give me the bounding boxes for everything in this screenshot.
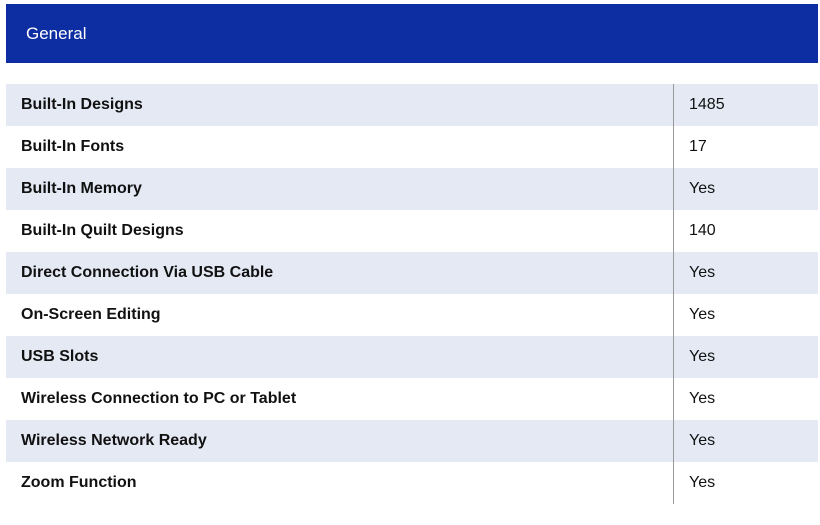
spec-label: Built-In Quilt Designs (21, 222, 184, 239)
spec-value: 17 (673, 126, 818, 168)
spec-value: Yes (673, 294, 818, 336)
spec-value: Yes (673, 336, 818, 378)
spec-value: Yes (673, 378, 818, 420)
spec-row: Built-In Memory Yes (6, 168, 818, 210)
section-header-general[interactable]: General (6, 4, 818, 63)
spec-label: Wireless Connection to PC or Tablet (21, 390, 297, 407)
spec-value: 140 (673, 210, 818, 252)
spec-label: Built-In Memory (6, 168, 674, 210)
spec-label: Wireless Network Ready (6, 420, 674, 462)
spec-row: Built-In Quilt Designs 140 (6, 210, 818, 252)
spec-row: Direct Connection Via USB Cable Yes (6, 252, 818, 294)
spec-row: On-Screen Editing Yes (6, 294, 818, 336)
spec-row: Built-In Designs 1485 (6, 84, 818, 126)
spec-row: Zoom Function Yes (6, 462, 818, 504)
spec-label: Built-In Fonts (21, 138, 125, 155)
spec-value: 1485 (673, 84, 818, 126)
spec-value: Yes (673, 252, 818, 294)
spec-label: Built-In Designs (6, 84, 674, 126)
spec-label: Direct Connection Via USB Cable (6, 252, 674, 294)
spec-row: Wireless Connection to PC or Tablet Yes (6, 378, 818, 420)
specs-table: Built-In Designs 1485 Built-In Fonts 17 Buil… (6, 84, 818, 504)
spec-label: USB Slots (6, 336, 674, 378)
spec-row: Built-In Fonts 17 (6, 126, 818, 168)
spec-row: USB Slots Yes (6, 336, 818, 378)
spec-value: Yes (673, 462, 818, 504)
spec-label: Zoom Function (21, 474, 137, 491)
spec-label: On-Screen Editing (21, 306, 161, 323)
spec-value: Yes (673, 420, 818, 462)
spec-row: Wireless Network Ready Yes (6, 420, 818, 462)
spec-value: Yes (673, 168, 818, 210)
